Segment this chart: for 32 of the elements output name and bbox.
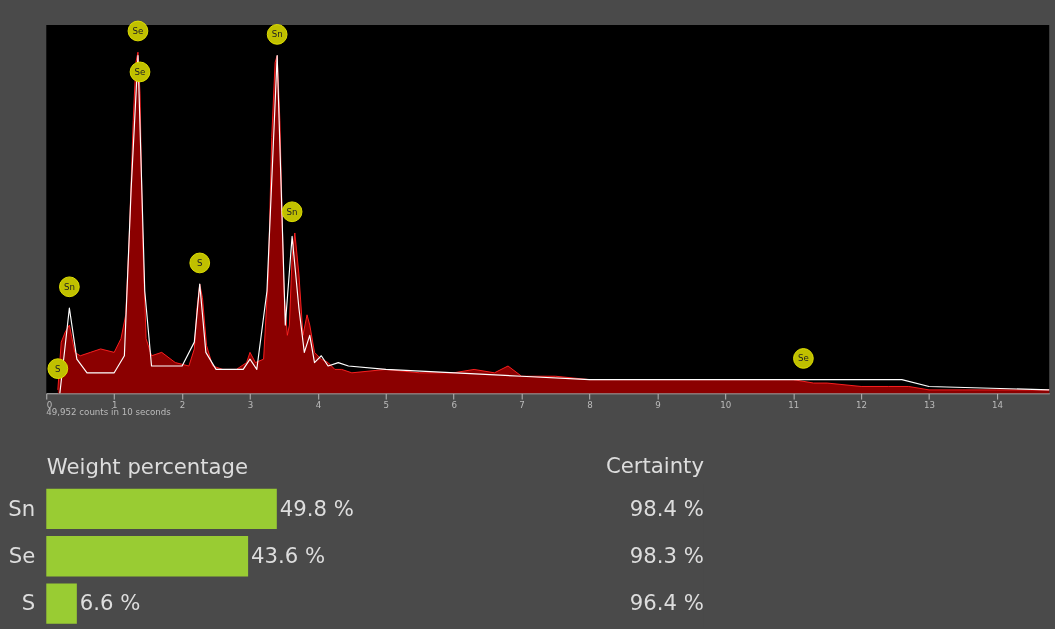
annotation: Sn <box>286 206 298 217</box>
data-label: 6.6 % <box>79 590 141 616</box>
text: Certainty <box>605 453 704 479</box>
data-label: 49.8 % <box>279 495 354 521</box>
x-tick-label: 3 <box>247 400 254 411</box>
x-tick-label: 4 <box>315 400 322 411</box>
annotation: Sn <box>63 281 75 292</box>
annotation: Se <box>132 25 144 36</box>
data-label: 43.6 % <box>251 543 326 569</box>
x-tick-label: 6 <box>451 400 457 411</box>
x-tick-label: 9 <box>655 400 661 411</box>
y-tick-label: S <box>21 590 36 616</box>
x-tick-label: 5 <box>383 400 390 411</box>
x-tick-label: 13 <box>924 400 936 411</box>
text: 98.3 % <box>629 543 704 569</box>
annotation: Se <box>134 66 146 77</box>
x-tick-label: 10 <box>720 400 732 411</box>
annotation: S <box>55 363 62 374</box>
x-tick-label: 12 <box>856 400 868 411</box>
y-tick-label: Sn <box>8 495 36 521</box>
x-tick-label: 11 <box>788 400 800 411</box>
x-tick-label: 2 <box>179 400 186 411</box>
text: 96.4 % <box>629 590 704 616</box>
annotation: S <box>197 257 203 268</box>
annotation: Se <box>797 353 809 364</box>
text: 98.4 % <box>629 495 704 521</box>
x-axis-title: Weight percentage <box>46 453 249 479</box>
annotation: Sn <box>271 29 283 40</box>
x-tick-label: 14 <box>991 400 1004 411</box>
x-tick-label: 8 <box>587 400 593 411</box>
y-tick-label: Se <box>8 543 36 569</box>
x-tick-label: 7 <box>519 400 525 411</box>
